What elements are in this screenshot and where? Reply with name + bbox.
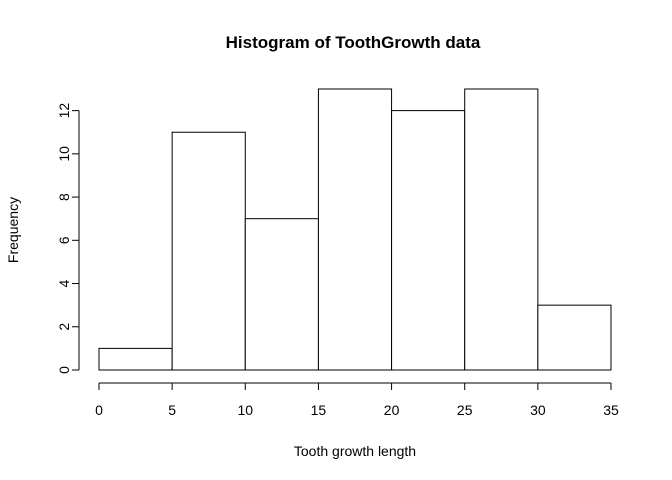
- histogram-bar: [537, 304, 612, 371]
- x-tick-label: 5: [168, 402, 176, 418]
- x-axis-label: Tooth growth length: [294, 443, 416, 459]
- x-tick-label: 0: [95, 402, 103, 418]
- x-tick-label: 30: [530, 402, 546, 418]
- x-tick-label: 35: [603, 402, 619, 418]
- x-axis: 0 5 10 15 20 25 30 35: [95, 382, 619, 418]
- histogram-bar: [464, 88, 539, 371]
- y-tick-label: 4: [56, 279, 72, 287]
- y-tick-label: 12: [56, 103, 72, 119]
- x-tick-label: 20: [384, 402, 400, 418]
- bars-group: [98, 88, 612, 371]
- histogram-bar: [98, 347, 173, 371]
- x-tick-label: 10: [237, 402, 253, 418]
- y-tick-label: 0: [56, 366, 72, 374]
- histogram-bar: [317, 88, 393, 371]
- y-tick-label: 8: [56, 193, 72, 201]
- histogram-bar: [244, 218, 319, 371]
- y-axis-label: Frequency: [5, 197, 21, 263]
- y-axis: 0 2 4 6 8 10 12: [56, 103, 80, 374]
- x-tick-label: 15: [311, 402, 327, 418]
- y-tick-label: 6: [56, 236, 72, 244]
- y-tick-label: 10: [56, 146, 72, 162]
- chart-title: Histogram of ToothGrowth data: [226, 33, 481, 52]
- histogram-bar: [171, 131, 246, 371]
- histogram-bar: [391, 110, 466, 371]
- x-tick-label: 25: [457, 402, 473, 418]
- y-tick-label: 2: [56, 323, 72, 331]
